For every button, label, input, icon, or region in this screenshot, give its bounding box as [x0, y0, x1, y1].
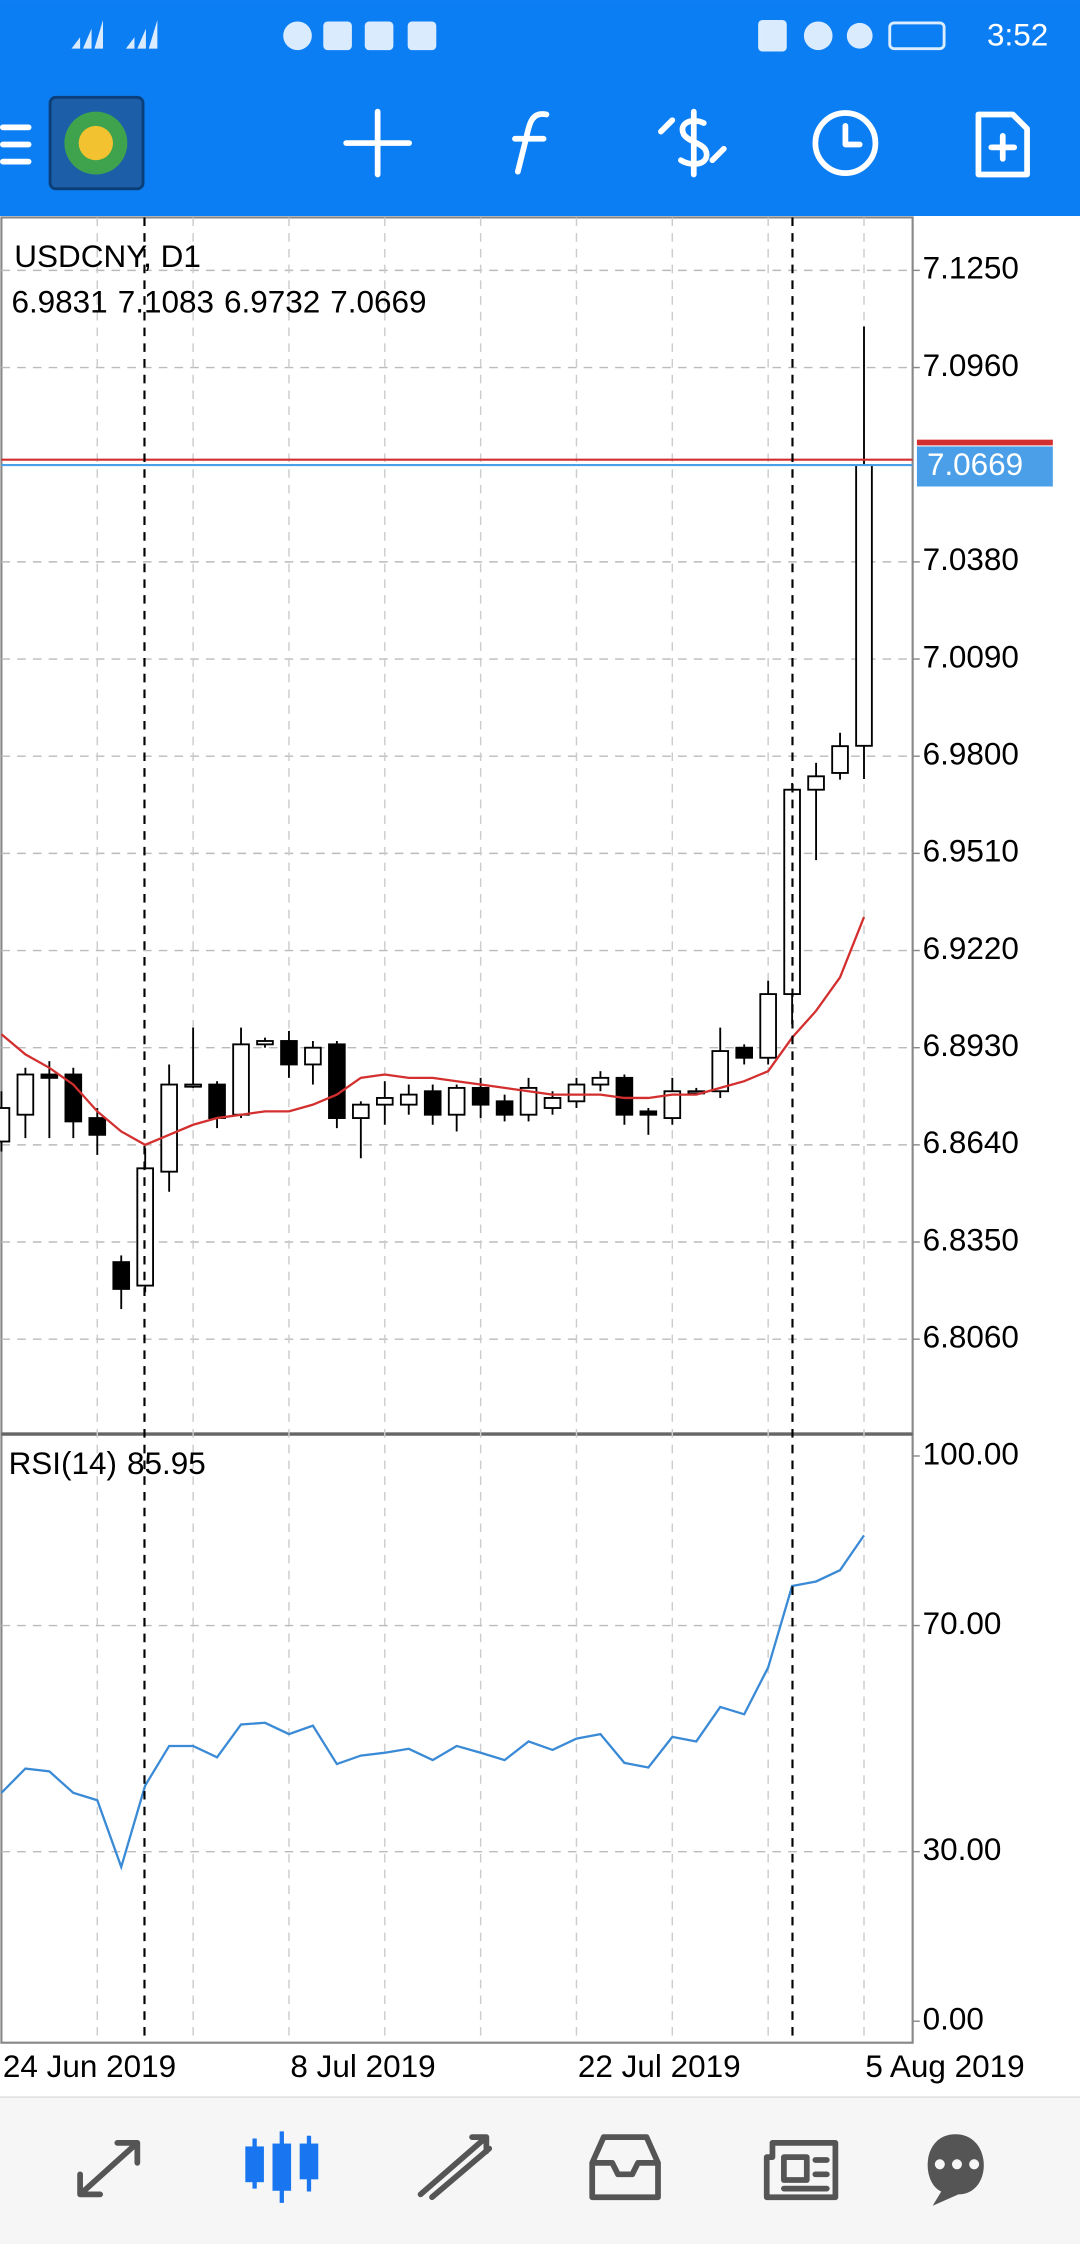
close-value: 7.0669	[330, 285, 426, 320]
nav-quotes[interactable]	[77, 2139, 141, 2198]
candle-body	[855, 464, 873, 747]
y-tick-label: 7.0380	[923, 542, 1019, 577]
y-tick-label: 100.00	[923, 1436, 1019, 1471]
y-tick-label: 6.9510	[923, 834, 1019, 869]
x-tick-label: 5 Aug 2019	[865, 2049, 1024, 2084]
nav-trade[interactable]	[417, 2134, 493, 2201]
candle-body	[399, 1093, 418, 1106]
rsi-panel	[0, 1433, 914, 2044]
timeframe-button[interactable]	[812, 110, 879, 176]
candle-body	[112, 1261, 131, 1290]
rsi-line	[0, 1534, 865, 1871]
candle-body	[735, 1046, 753, 1059]
status-icons	[71, 20, 946, 52]
candle-body	[831, 745, 849, 774]
trade-button[interactable]	[658, 108, 727, 178]
candle-body	[447, 1086, 466, 1116]
symbol-title: USDCNY, D1	[14, 239, 201, 274]
status-time: 3:52	[987, 18, 1048, 53]
nav-messages[interactable]	[927, 2134, 984, 2206]
ask-marker	[916, 439, 1053, 446]
rsi-readout: RSI(14) 85.95	[9, 1447, 206, 1482]
nav-history[interactable]	[589, 2134, 661, 2201]
y-tick-label: 6.8060	[923, 1320, 1019, 1355]
candle-body	[64, 1073, 83, 1123]
candle-body	[711, 1050, 730, 1093]
candle-body	[304, 1046, 322, 1066]
candle-body	[663, 1090, 682, 1119]
y-tick-label: 7.0960	[923, 348, 1019, 383]
nav-news[interactable]	[763, 2139, 839, 2201]
candle-body	[0, 1107, 11, 1143]
y-tick-label: 7.0090	[923, 639, 1019, 674]
app-logo[interactable]	[48, 95, 145, 191]
y-tick-label: 0.00	[923, 2002, 984, 2037]
moving-average	[0, 916, 866, 1147]
high-value: 7.1083	[118, 285, 214, 320]
crosshair-button[interactable]	[343, 108, 412, 178]
y-tick-label: 7.1250	[923, 251, 1019, 286]
templates-button[interactable]	[975, 111, 1030, 178]
bottom-nav	[0, 2097, 1080, 2244]
app-bar	[0, 0, 1080, 217]
ohlc-readout: 6.9831 7.1083 6.9732 7.0669	[11, 285, 426, 320]
plot-layer: 7.1250 7.0960 7.0380 7.0090 6.9800 6.9510 6.92…	[0, 217, 1053, 2084]
candle-body	[352, 1103, 370, 1119]
candle-body	[519, 1086, 538, 1116]
candle-body	[471, 1086, 490, 1106]
candle-body	[232, 1043, 250, 1116]
menu-button[interactable]	[0, 124, 32, 165]
candle-body	[591, 1076, 610, 1086]
candle-body	[40, 1073, 59, 1079]
low-value: 6.9732	[224, 285, 320, 320]
candle-body	[280, 1040, 298, 1066]
y-tick-label: 6.8350	[923, 1222, 1019, 1257]
candle-body	[375, 1097, 394, 1106]
x-tick-label: 24 Jun 2019	[3, 2049, 176, 2084]
open-value: 6.9831	[11, 285, 107, 320]
rsi-title: RSI(14)	[9, 1447, 117, 1482]
candle-body	[328, 1043, 346, 1119]
candle-body	[160, 1083, 178, 1173]
candle-body	[495, 1100, 514, 1116]
candle-body	[88, 1117, 107, 1136]
candle-body	[567, 1083, 586, 1103]
toolbar	[0, 95, 1030, 191]
bid-label: 7.0669	[927, 447, 1023, 482]
y-tick-label: 6.8640	[923, 1125, 1019, 1160]
x-tick-label: 8 Jul 2019	[290, 2049, 435, 2084]
nav-chart[interactable]	[245, 2131, 319, 2203]
y-tick-label: 6.9800	[923, 737, 1019, 772]
rsi-value: 85.95	[127, 1447, 206, 1482]
bid-label-box	[916, 446, 1053, 487]
candle-body	[423, 1090, 442, 1116]
candle-body	[759, 993, 777, 1059]
candle-body	[639, 1110, 658, 1116]
y-tick-label: 70.00	[923, 1606, 1002, 1641]
candle-body	[16, 1073, 35, 1116]
candle-body	[208, 1083, 226, 1119]
y-tick-label: 30.00	[923, 1832, 1002, 1867]
y-tick-label: 6.9220	[923, 931, 1019, 966]
candle-body	[256, 1040, 274, 1046]
y-tick-label: 6.8930	[923, 1028, 1019, 1063]
candle-body	[807, 775, 825, 791]
indicators-button[interactable]	[512, 111, 550, 175]
candle-body	[184, 1083, 202, 1088]
x-tick-label: 22 Jul 2019	[578, 2049, 741, 2084]
candle-body	[543, 1097, 562, 1109]
